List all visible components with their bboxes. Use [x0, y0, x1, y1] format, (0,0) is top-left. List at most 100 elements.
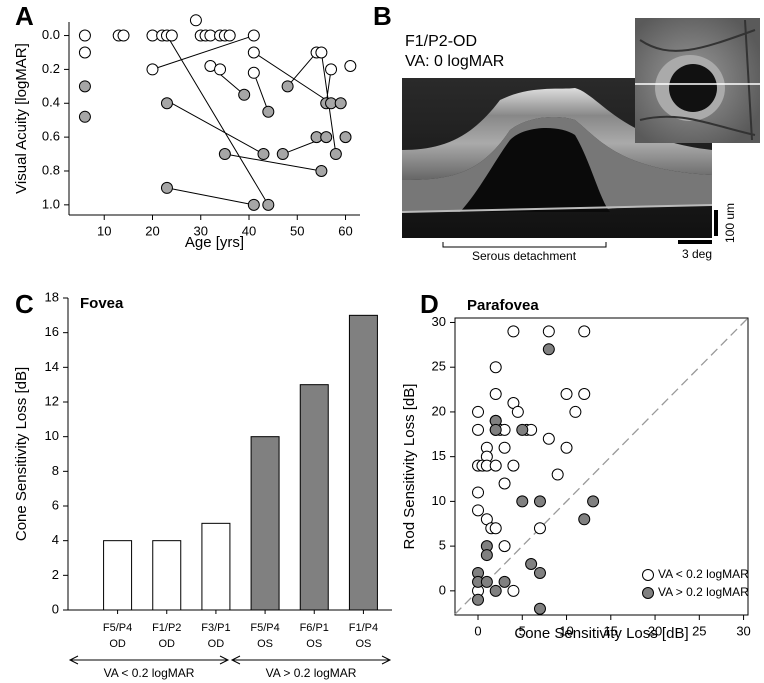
bracket: [442, 242, 607, 248]
point: [507, 459, 520, 472]
scale-label: 3 deg: [682, 247, 712, 261]
legend-label: VA > 0.2 logMAR: [658, 585, 749, 599]
y-tick-label: 6: [52, 497, 59, 512]
point: [578, 325, 591, 338]
point: [262, 105, 275, 118]
scale-label: 100 um: [723, 203, 737, 243]
x-tick-label: F1/P2 OD: [152, 622, 181, 650]
x-tick-label: F5/P4 OD: [103, 622, 132, 650]
point: [189, 14, 202, 27]
y-tick-label: 10: [45, 428, 59, 443]
panel-label: A: [15, 1, 34, 31]
point: [218, 148, 231, 161]
point: [498, 477, 511, 490]
x-tick-label: 60: [338, 223, 352, 238]
x-axis-label: Age [yrs]: [185, 234, 244, 251]
point: [569, 405, 582, 418]
point: [516, 423, 529, 436]
point: [247, 66, 260, 79]
x-tick-label: 50: [290, 223, 304, 238]
point: [533, 495, 546, 508]
point: [507, 325, 520, 338]
point: [480, 549, 493, 562]
point: [472, 504, 485, 517]
x-tick-label: F6/P1 OS: [300, 622, 329, 650]
y-axis-label: Cone Sensitivity Loss [dB]: [13, 367, 30, 541]
point: [560, 388, 573, 401]
point: [542, 325, 555, 338]
point: [489, 522, 502, 535]
region-label: Serous detachment: [472, 249, 577, 263]
connection-lines: [152, 35, 337, 206]
bar: [348, 314, 378, 611]
point: [498, 540, 511, 553]
group-label: VA < 0.2 logMAR: [104, 666, 195, 680]
point: [247, 29, 260, 42]
point: [578, 388, 591, 401]
y-tick-label: 4: [52, 532, 59, 547]
point: [78, 29, 91, 42]
point: [498, 441, 511, 454]
point: [551, 468, 564, 481]
point: [334, 97, 347, 110]
panel-label: D: [420, 289, 439, 319]
point: [489, 584, 502, 597]
group-arrow: [68, 655, 230, 665]
point: [560, 441, 573, 454]
x-tick-label: F1/P4 OS: [349, 622, 378, 650]
y-tick-label: 8: [52, 463, 59, 478]
y-axis-label: Rod Sensitivity Loss [dB]: [401, 384, 418, 550]
point: [315, 46, 328, 59]
y-tick-label: 1.0: [42, 196, 60, 211]
y-axis-label: Visual Acuity [logMAR]: [13, 43, 30, 194]
x-tick-label: F3/P1 OD: [201, 622, 230, 650]
y-tick-label: 30: [432, 314, 446, 329]
y-tick-label: 0.4: [42, 95, 60, 110]
point: [533, 522, 546, 535]
chart-title: Fovea: [80, 295, 124, 312]
point: [542, 432, 555, 445]
fundus-inset: [635, 18, 760, 143]
y-tick-label: 20: [432, 403, 446, 418]
point: [146, 63, 159, 76]
y-tick-label: 16: [45, 324, 59, 339]
x-tick-label: 0: [474, 623, 481, 638]
point: [165, 29, 178, 42]
point: [472, 423, 485, 436]
point: [247, 198, 260, 211]
point: [578, 513, 591, 526]
point: [542, 343, 555, 356]
point: [281, 80, 294, 93]
group-arrow: [230, 655, 392, 665]
point: [238, 88, 251, 101]
point: [489, 361, 502, 374]
point: [511, 405, 524, 418]
point: [160, 97, 173, 110]
eye-label: F1/P2-OD: [405, 33, 477, 50]
legend-label: VA < 0.2 logMAR: [658, 567, 749, 581]
point: [320, 131, 333, 144]
panel-label: C: [15, 289, 34, 319]
panel-label: B: [373, 1, 392, 31]
y-tick-label: 0.2: [42, 61, 60, 76]
point: [325, 63, 338, 76]
bar: [201, 522, 231, 611]
point: [247, 46, 260, 59]
x-tick-label: 25: [692, 623, 706, 638]
point: [480, 575, 493, 588]
point: [257, 148, 270, 161]
point: [315, 164, 328, 177]
point: [507, 584, 520, 597]
bar: [299, 384, 329, 611]
point: [262, 198, 275, 211]
point: [78, 46, 91, 59]
bar: [250, 436, 280, 611]
y-tick-label: 10: [432, 493, 446, 508]
x-tick-label: F5/P4 OS: [250, 622, 279, 650]
point: [78, 80, 91, 93]
bar: [103, 540, 133, 611]
va-label: VA: 0 logMAR: [405, 53, 504, 70]
x-tick-label: 10: [97, 223, 111, 238]
x-tick-label: 15: [604, 623, 618, 638]
legend-marker: [642, 587, 654, 599]
